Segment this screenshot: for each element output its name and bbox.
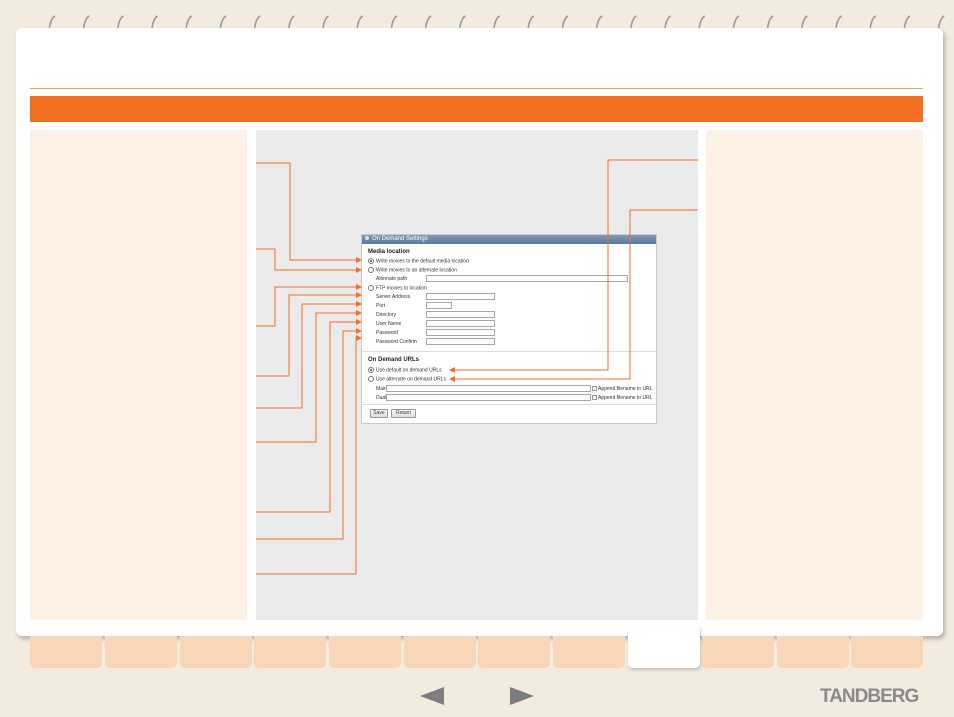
user-name-input[interactable] [426,320,495,327]
dialog-title: On Demand Settings [372,236,428,242]
checkbox-icon[interactable] [592,395,597,401]
footer-divider [362,404,656,405]
password-confirm-label: Password Confirm [376,339,417,345]
tab-8[interactable] [553,636,625,668]
dual-url-label: Dual [376,395,387,401]
radio-icon-selected[interactable] [368,367,374,373]
user-name-label: User Name [376,321,402,327]
tab-2[interactable] [105,636,177,668]
left-description-panel [30,130,247,620]
radio-alternate-location[interactable]: Write movies to an alternate location [368,267,457,274]
checkbox-icon[interactable] [592,386,597,392]
radio-default-location[interactable]: Write movies to the default media locati… [368,258,469,265]
password-label: Password [376,330,398,336]
append-main-checkbox[interactable]: Append filename to URL [592,386,652,392]
next-page-arrow-icon[interactable] [510,687,534,705]
tab-1[interactable] [30,636,102,668]
password-input[interactable] [426,329,495,336]
collapse-icon[interactable] [365,236,369,241]
tab-10[interactable] [702,636,774,668]
right-description-panel [706,130,923,620]
tab-3[interactable] [180,636,252,668]
directory-label: Directory [376,312,397,318]
port-input[interactable] [426,302,452,309]
radio-icon[interactable] [368,376,374,382]
header-divider [30,88,923,89]
alternate-path-label: Alternate path [376,276,408,282]
main-url-label: Main [376,386,387,392]
radio-icon[interactable] [368,267,374,273]
previous-page-arrow-icon[interactable] [420,687,444,705]
on-demand-settings-dialog: On Demand Settings Media location Write … [361,234,657,424]
tab-9-active[interactable] [628,626,700,668]
radio-ftp-location[interactable]: FTP movies to location [368,285,427,292]
password-confirm-input[interactable] [426,338,495,345]
main-url-input[interactable] [386,385,591,392]
tab-6[interactable] [404,636,476,668]
dialog-title-bar: On Demand Settings [362,235,656,244]
radio-icon[interactable] [368,285,374,291]
dual-url-input[interactable] [386,394,591,401]
radio-alternate-urls[interactable]: Use alternate on demand URLs [368,376,446,383]
tab-11[interactable] [777,636,849,668]
append-dual-checkbox[interactable]: Append filename to URL [592,395,652,401]
alternate-path-input[interactable] [426,275,628,282]
tab-5[interactable] [329,636,401,668]
section-tabs [30,626,923,668]
media-location-heading: Media location [368,249,410,255]
tab-4[interactable] [254,636,326,668]
section-divider [362,351,656,352]
tab-7[interactable] [478,636,550,668]
server-address-input[interactable] [426,293,495,300]
port-label: Port [376,303,386,309]
save-button[interactable]: Save [370,409,388,418]
tab-12[interactable] [851,636,923,668]
return-button[interactable]: Return [391,409,416,418]
radio-default-urls[interactable]: Use default on demand URLs [368,367,442,374]
server-address-label: Server Address [376,294,411,300]
radio-icon-selected[interactable] [368,258,374,264]
on-demand-urls-heading: On Demand URLs [368,357,420,363]
directory-input[interactable] [426,311,495,318]
brand-logo: TANDBERG [820,686,919,707]
title-bar [30,96,923,122]
